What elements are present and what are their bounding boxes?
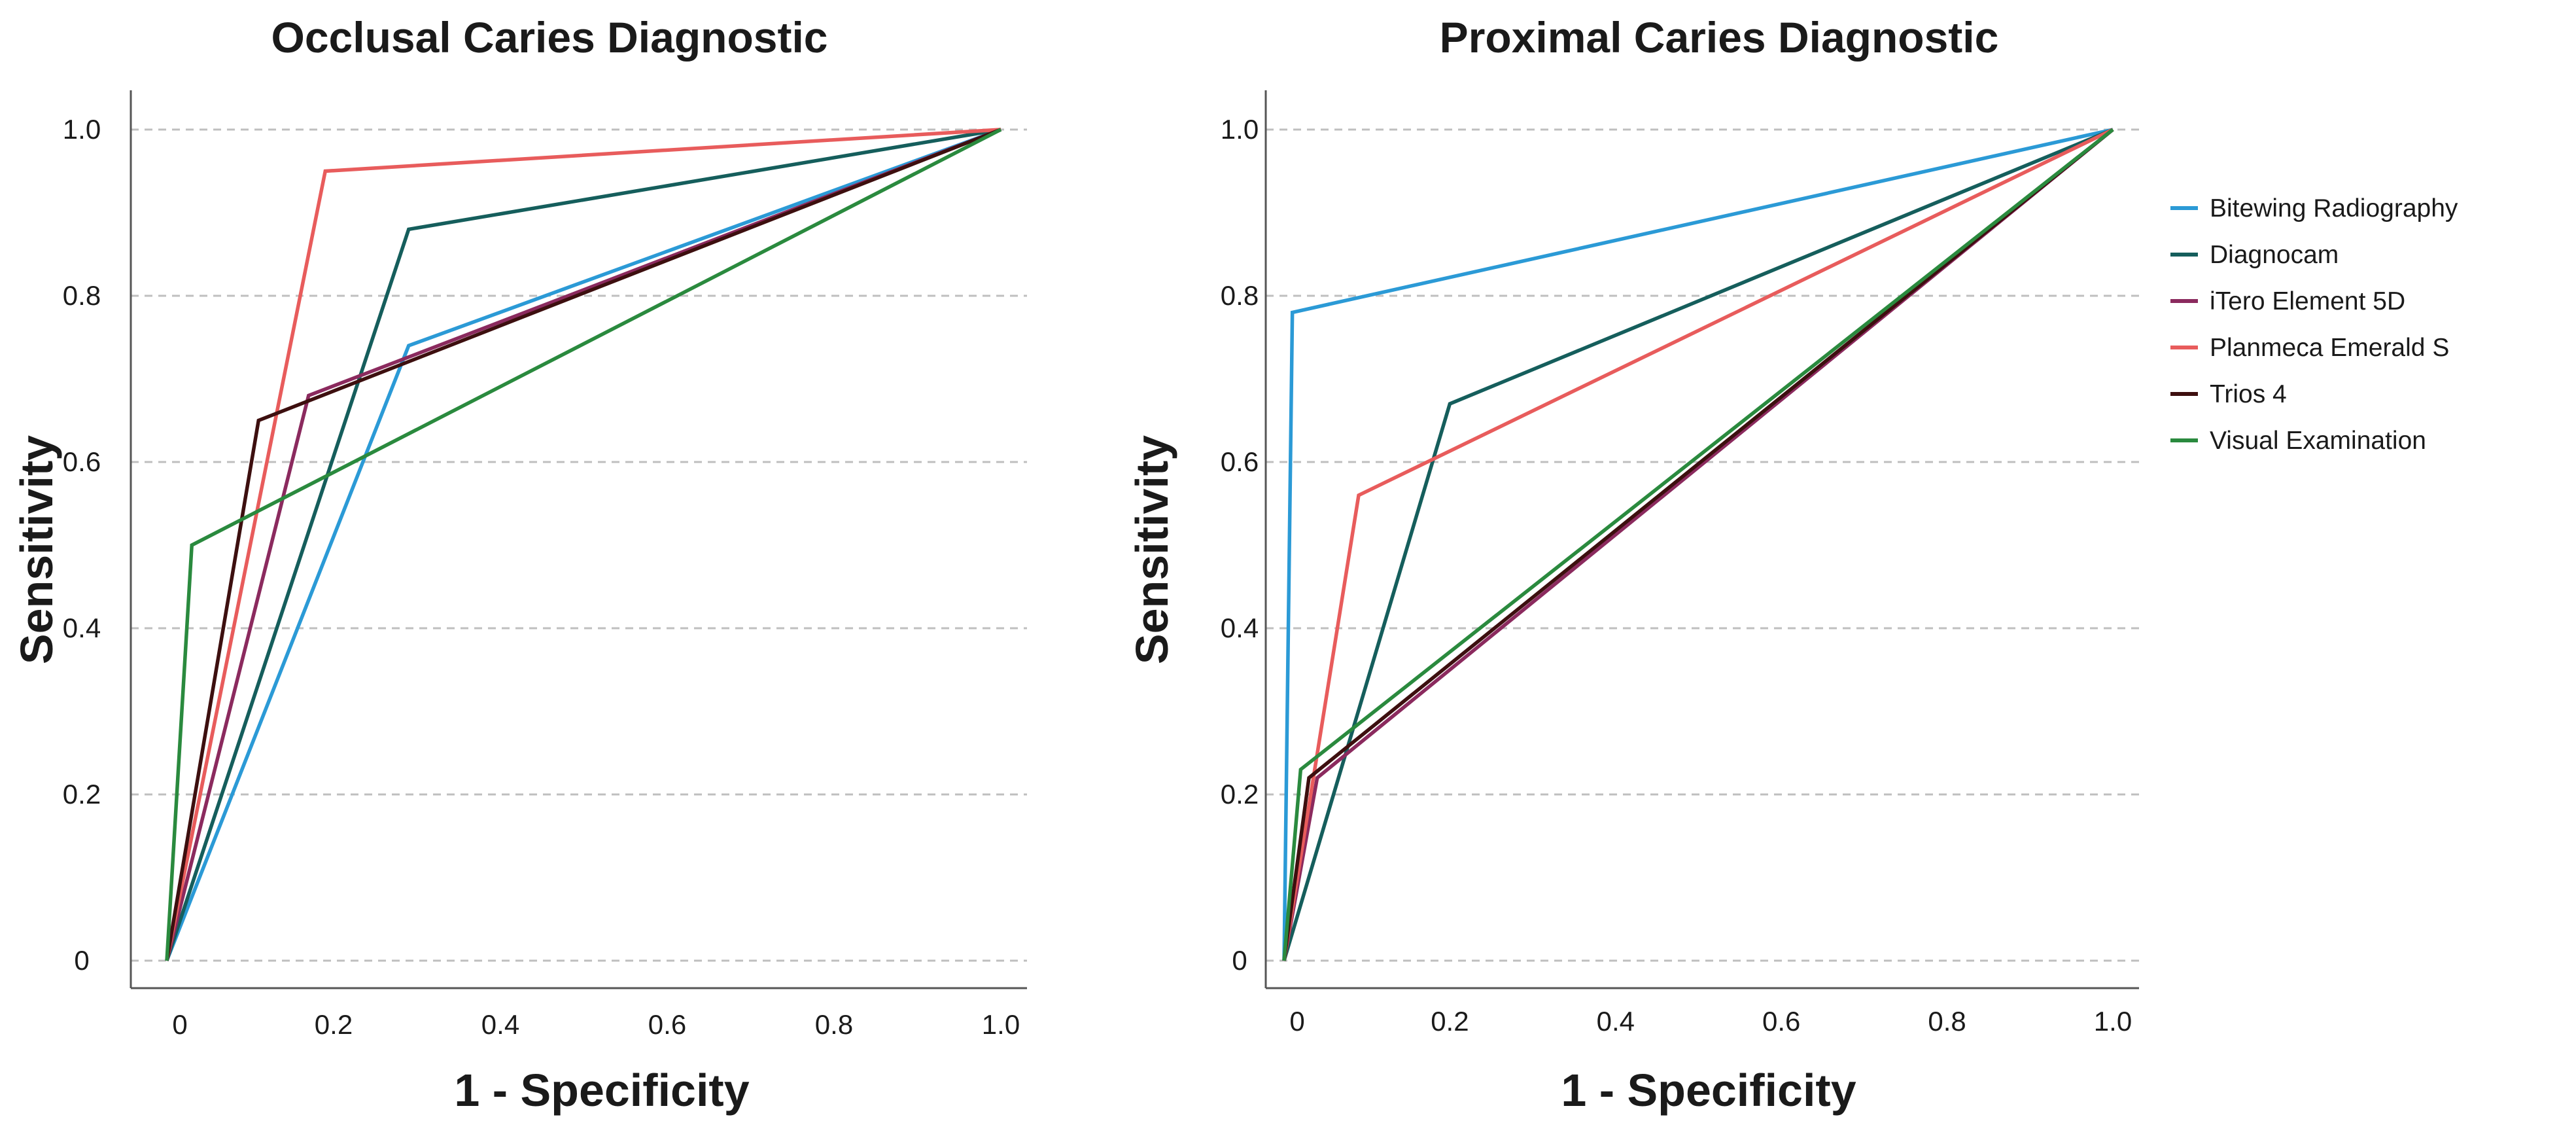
- proximal-y-tick-label: 0.4: [1221, 613, 1259, 643]
- occlusal-y-tick-label: 1.0: [63, 114, 101, 145]
- proximal-x-tick-label: 0.8: [1928, 1006, 1966, 1037]
- occlusal-series-visual-examination: [165, 128, 1002, 961]
- occlusal-y-axis-label: Sensitivity: [11, 435, 62, 664]
- proximal-x-tick-label: 0.4: [1597, 1006, 1635, 1037]
- proximal-y-tick-label: 0: [1232, 945, 1247, 976]
- occlusal-x-axis-label: 1 - Specificity: [454, 1065, 749, 1116]
- legend-label-bitewing-radiography: Bitewing Radiography: [2210, 194, 2458, 222]
- proximal-y-tick-label: 0.6: [1221, 446, 1259, 477]
- legend-label-itero-element-5d: iTero Element 5D: [2210, 287, 2405, 315]
- proximal-chart: Proximal Caries Diagnostic 1 - Specifici…: [1126, 13, 2139, 1116]
- proximal-x-axis-label: 1 - Specificity: [1561, 1065, 1856, 1116]
- proximal-series-bitewing-radiography: [1282, 128, 2114, 961]
- occlusal-series-bitewing-radiography: [165, 128, 1001, 962]
- proximal-series-visual-examination: [1282, 128, 2114, 961]
- legend: Bitewing Radiography Diagnocam iTero Eleme…: [2170, 194, 2458, 455]
- proximal-x-tick-label: 0.6: [1762, 1006, 1800, 1037]
- proximal-series-trios-4: [1282, 128, 2114, 961]
- occlusal-x-tick-label: 0.8: [815, 1009, 853, 1040]
- proximal-x-tick-label: 1.0: [2094, 1006, 2132, 1037]
- occlusal-x-tick-label: 0: [172, 1009, 187, 1040]
- occlusal-chart: Occlusal Caries Diagnostic 1 - Specifici…: [11, 13, 1027, 1116]
- proximal-y-axis-label: Sensitivity: [1126, 435, 1177, 664]
- occlusal-series-trios-4: [165, 128, 1002, 961]
- occlusal-series-diagnocam: [165, 128, 1001, 961]
- occlusal-x-tick-label: 0.4: [481, 1009, 519, 1040]
- proximal-y-tick-label: 0.2: [1221, 779, 1259, 809]
- occlusal-chart-title: Occlusal Caries Diagnostic: [271, 13, 827, 62]
- occlusal-x-tick-label: 0.2: [315, 1009, 353, 1040]
- proximal-y-tick-label: 1.0: [1221, 114, 1259, 145]
- proximal-series-diagnocam: [1282, 128, 2114, 961]
- proximal-x-tick-label: 0: [1289, 1006, 1304, 1037]
- occlusal-y-tick-label: 0: [74, 945, 89, 976]
- legend-label-visual-examination: Visual Examination: [2210, 427, 2426, 455]
- proximal-x-tick-label: 0.2: [1431, 1006, 1469, 1037]
- occlusal-y-tick-label: 0.6: [63, 446, 101, 477]
- legend-label-diagnocam: Diagnocam: [2210, 241, 2339, 269]
- occlusal-x-tick-label: 0.6: [648, 1009, 686, 1040]
- proximal-chart-title: Proximal Caries Diagnostic: [1440, 13, 1999, 62]
- occlusal-x-tick-label: 1.0: [982, 1009, 1020, 1040]
- legend-label-planmeca-emerald-s: Planmeca Emerald S: [2210, 334, 2449, 362]
- legend-label-trios-4: Trios 4: [2210, 380, 2287, 408]
- occlusal-y-tick-label: 0.2: [63, 779, 101, 809]
- occlusal-series-itero-element-5d: [165, 128, 1001, 961]
- occlusal-series-planmeca-emerald-s: [165, 128, 1001, 961]
- occlusal-y-tick-label: 0.4: [63, 613, 101, 643]
- proximal-y-tick-label: 0.8: [1221, 280, 1259, 311]
- proximal-series-planmeca-emerald-s: [1282, 128, 2114, 961]
- occlusal-y-tick-label: 0.8: [63, 280, 101, 311]
